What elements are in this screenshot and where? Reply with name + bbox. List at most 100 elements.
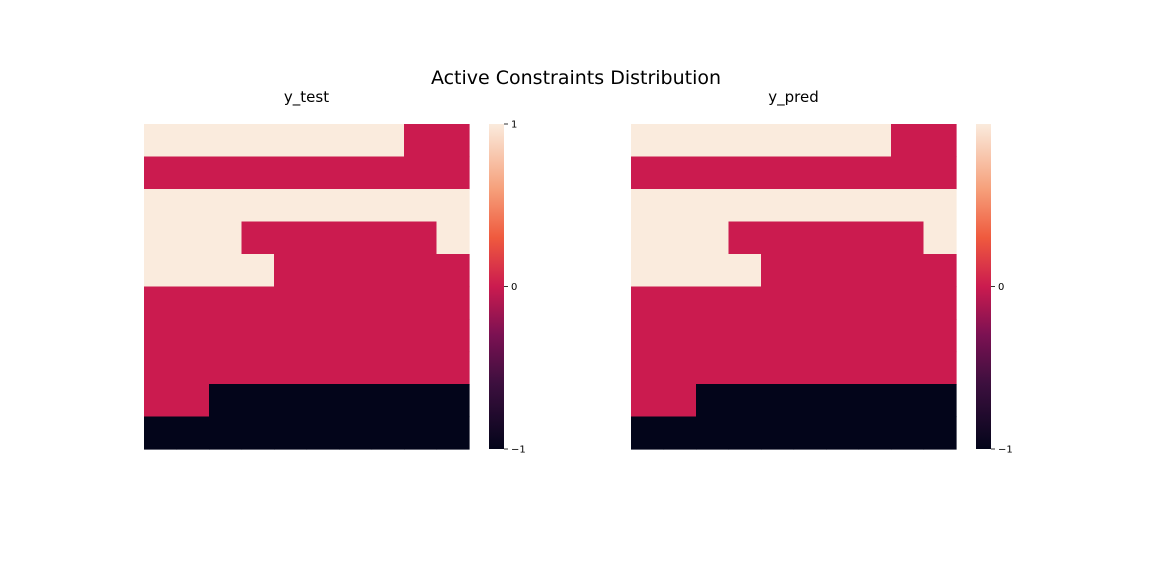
heatmap-cell: [826, 384, 860, 418]
heatmap-cell: [696, 156, 730, 190]
heatmap-cell: [858, 286, 892, 320]
heatmap-cell: [436, 351, 470, 385]
heatmap-cell: [826, 319, 860, 353]
heatmap-cell: [663, 384, 697, 418]
heatmap-cell: [696, 351, 730, 385]
heatmap-cell: [274, 124, 308, 158]
heatmap-cell: [274, 221, 308, 255]
heatmap-cell: [793, 156, 827, 190]
heatmap-cell: [826, 189, 860, 223]
heatmap-cell: [209, 351, 243, 385]
heatmap-cell: [696, 221, 730, 255]
heatmap-cell: [891, 384, 925, 418]
heatmap-cell: [274, 416, 308, 450]
heatmap-cell: [436, 286, 470, 320]
heatmap-cell: [728, 254, 762, 288]
heatmap-cell: [436, 416, 470, 450]
heatmap-cell: [663, 416, 697, 450]
heatmap-cell: [696, 124, 730, 158]
heatmap-cell: [793, 221, 827, 255]
heatmap-cell: [826, 124, 860, 158]
heatmap-cell: [176, 156, 210, 190]
heatmap-cell: [858, 254, 892, 288]
heatmap-cell: [891, 221, 925, 255]
heatmap-cell: [761, 416, 795, 450]
heatmap-cell: [891, 254, 925, 288]
heatmap-cell: [144, 416, 178, 450]
heatmap-cell: [728, 124, 762, 158]
heatmap-cell: [404, 254, 438, 288]
heatmap-cell: [761, 124, 795, 158]
heatmap-cell: [728, 286, 762, 320]
heatmap-cell: [339, 286, 373, 320]
heatmap-cell: [858, 156, 892, 190]
heatmap-cell: [858, 319, 892, 353]
heatmap-cell: [696, 319, 730, 353]
colorbar-tick-label: 0: [998, 282, 1004, 293]
heatmap-cell: [826, 351, 860, 385]
heatmap-cell: [339, 189, 373, 223]
heatmap-cell: [696, 416, 730, 450]
heatmap-cell: [696, 189, 730, 223]
heatmap-cell: [793, 384, 827, 418]
heatmap-cell: [306, 384, 340, 418]
heatmap-cell: [144, 221, 178, 255]
heatmap-panel-y_test: y_test 1 0 −1: [144, 88, 526, 456]
heatmap-cell: [923, 189, 957, 223]
heatmap-cell: [761, 286, 795, 320]
heatmap-cell: [274, 189, 308, 223]
heatmap-cell: [631, 319, 665, 353]
heatmap-cell: [793, 254, 827, 288]
heatmap-cell: [306, 254, 340, 288]
heatmap-cell: [176, 254, 210, 288]
heatmap-cell: [144, 254, 178, 288]
heatmap-cell: [306, 319, 340, 353]
heatmap-cell: [209, 416, 243, 450]
heatmap-cell: [923, 221, 957, 255]
heatmap-cell: [436, 221, 470, 255]
heatmap-cell: [274, 254, 308, 288]
heatmap-cell: [728, 156, 762, 190]
heatmap-cell: [826, 156, 860, 190]
heatmap-cell: [436, 319, 470, 353]
heatmap-cell: [728, 319, 762, 353]
heatmap-cell: [371, 221, 405, 255]
heatmap-cell: [241, 124, 275, 158]
colorbar-tick-label: −1: [511, 445, 526, 456]
heatmap-cell: [728, 384, 762, 418]
heatmap-cell: [891, 416, 925, 450]
heatmap-cell: [241, 254, 275, 288]
heatmap-cell: [923, 384, 957, 418]
heatmap-cell: [761, 254, 795, 288]
heatmap-cell: [858, 221, 892, 255]
heatmap-cell: [209, 254, 243, 288]
heatmap-cell: [339, 156, 373, 190]
heatmap-cell: [826, 254, 860, 288]
heatmap-cell: [761, 221, 795, 255]
heatmap-cell: [858, 124, 892, 158]
colorbar-tick-label: 0: [511, 282, 517, 293]
heatmap-cell: [306, 156, 340, 190]
heatmap-cell: [241, 189, 275, 223]
heatmap-cell: [923, 319, 957, 353]
heatmap-cell: [793, 319, 827, 353]
heatmap-cell: [826, 286, 860, 320]
heatmap-cell: [663, 221, 697, 255]
colorbar-tick-label: −1: [998, 445, 1013, 456]
heatmap-cell: [891, 351, 925, 385]
heatmap-cell: [339, 416, 373, 450]
heatmap-cell: [923, 156, 957, 190]
heatmap-cell: [209, 124, 243, 158]
heatmap-cell: [176, 124, 210, 158]
heatmap-panel-y_pred: y_pred 0 −1: [631, 88, 1013, 456]
heatmap-cell: [404, 416, 438, 450]
heatmap-cell: [923, 124, 957, 158]
heatmap-cell: [696, 286, 730, 320]
heatmap-cell: [241, 156, 275, 190]
heatmap-cell: [144, 124, 178, 158]
heatmap-cell: [306, 124, 340, 158]
heatmap-cell: [858, 351, 892, 385]
heatmap-cell: [793, 416, 827, 450]
heatmap-cell: [404, 319, 438, 353]
heatmap-cell: [274, 286, 308, 320]
